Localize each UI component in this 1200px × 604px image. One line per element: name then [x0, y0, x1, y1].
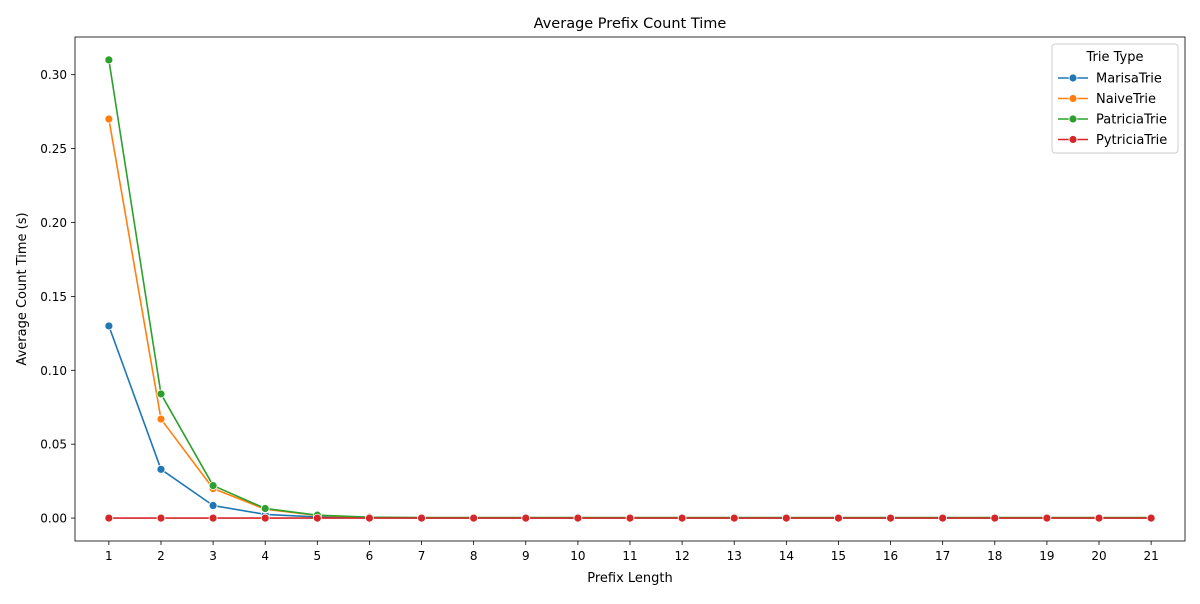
x-tick-label: 18	[987, 549, 1002, 563]
data-point	[156, 464, 166, 474]
data-point	[104, 55, 114, 65]
x-tick-label: 3	[209, 549, 217, 563]
data-point	[886, 513, 895, 523]
legend-entry: PytriciaTrie	[1058, 133, 1167, 148]
data-point	[1094, 513, 1104, 523]
series-pytriciatrie	[104, 513, 1156, 523]
y-tick-label: 0.15	[40, 290, 67, 304]
x-axis-label: Prefix Length	[587, 571, 673, 586]
data-point	[156, 414, 166, 424]
legend-marker	[1068, 114, 1078, 124]
legend-marker	[1068, 73, 1078, 83]
y-tick-label: 0.10	[40, 364, 67, 378]
data-point	[938, 513, 948, 523]
y-axis-label: Average Count Time (s)	[15, 212, 30, 365]
x-tick-label: 19	[1039, 549, 1054, 563]
legend-marker	[1068, 94, 1078, 103]
data-point	[781, 513, 791, 523]
chart-title: Average Prefix Count Time	[534, 16, 727, 32]
legend-entry: MarisaTrie	[1058, 72, 1162, 87]
x-tick-label: 17	[935, 549, 950, 563]
x-tick-label: 9	[522, 549, 530, 563]
data-point	[417, 513, 426, 523]
y-tick-label: 0.00	[40, 512, 67, 526]
y-tick-label: 0.05	[40, 438, 67, 452]
data-point	[208, 513, 218, 523]
data-point	[156, 389, 166, 399]
data-point	[834, 513, 843, 523]
x-tick-label: 2	[157, 549, 165, 563]
data-point	[1042, 513, 1052, 523]
y-tick-label: 0.30	[40, 68, 67, 82]
data-point	[365, 513, 374, 523]
legend: Trie Type MarisaTrie NaiveTrie PatriciaTri…	[1051, 43, 1179, 154]
x-tick-label: 13	[727, 549, 742, 563]
data-point	[573, 513, 583, 523]
data-point	[156, 513, 166, 523]
legend-label: PatriciaTrie	[1096, 113, 1167, 128]
data-point	[104, 513, 114, 523]
data-point	[1146, 513, 1156, 523]
data-point	[625, 513, 635, 523]
x-tick-label: 12	[674, 549, 689, 563]
legend-entry: PatriciaTrie	[1058, 113, 1167, 128]
data-point	[521, 513, 531, 523]
x-tick-label: 5	[314, 549, 322, 563]
x-axis: 1 2 3 4 5 6 7 8 9 10 11 12 13 14 15 16 17 18 19 20 21	[105, 541, 1159, 563]
data-point	[312, 513, 322, 523]
y-tick-label: 0.25	[40, 142, 67, 156]
data-point	[104, 114, 114, 124]
data-point	[208, 481, 218, 490]
x-tick-label: 4	[261, 549, 269, 563]
data-point	[469, 513, 479, 523]
x-tick-label: 1	[105, 549, 113, 563]
legend-label: NaiveTrie	[1096, 92, 1156, 107]
y-axis: 0.00 0.05 0.10 0.15 0.20 0.25 0.30	[40, 68, 75, 526]
y-tick-label: 0.20	[40, 216, 67, 230]
data-point	[729, 513, 739, 523]
x-tick-label: 7	[418, 549, 426, 563]
x-tick-label: 15	[831, 549, 846, 563]
series-layer	[104, 55, 1156, 523]
x-tick-label: 21	[1143, 549, 1158, 563]
data-point	[260, 504, 270, 513]
x-tick-label: 14	[779, 549, 794, 563]
legend-entry: NaiveTrie	[1058, 92, 1156, 107]
x-tick-label: 8	[470, 549, 478, 563]
legend-label: PytriciaTrie	[1096, 133, 1167, 148]
legend-title: Trie Type	[1086, 50, 1144, 65]
data-point	[990, 513, 1000, 523]
data-point	[677, 513, 687, 523]
legend-box	[1051, 43, 1179, 154]
data-point	[208, 501, 218, 510]
x-tick-label: 11	[622, 549, 637, 563]
x-tick-label: 16	[883, 549, 898, 563]
legend-marker	[1068, 135, 1078, 144]
x-tick-label: 10	[570, 549, 585, 563]
x-tick-label: 20	[1091, 549, 1106, 563]
x-tick-label: 6	[366, 549, 374, 563]
data-point	[104, 321, 114, 331]
data-point	[260, 513, 270, 523]
legend-label: MarisaTrie	[1096, 72, 1162, 87]
